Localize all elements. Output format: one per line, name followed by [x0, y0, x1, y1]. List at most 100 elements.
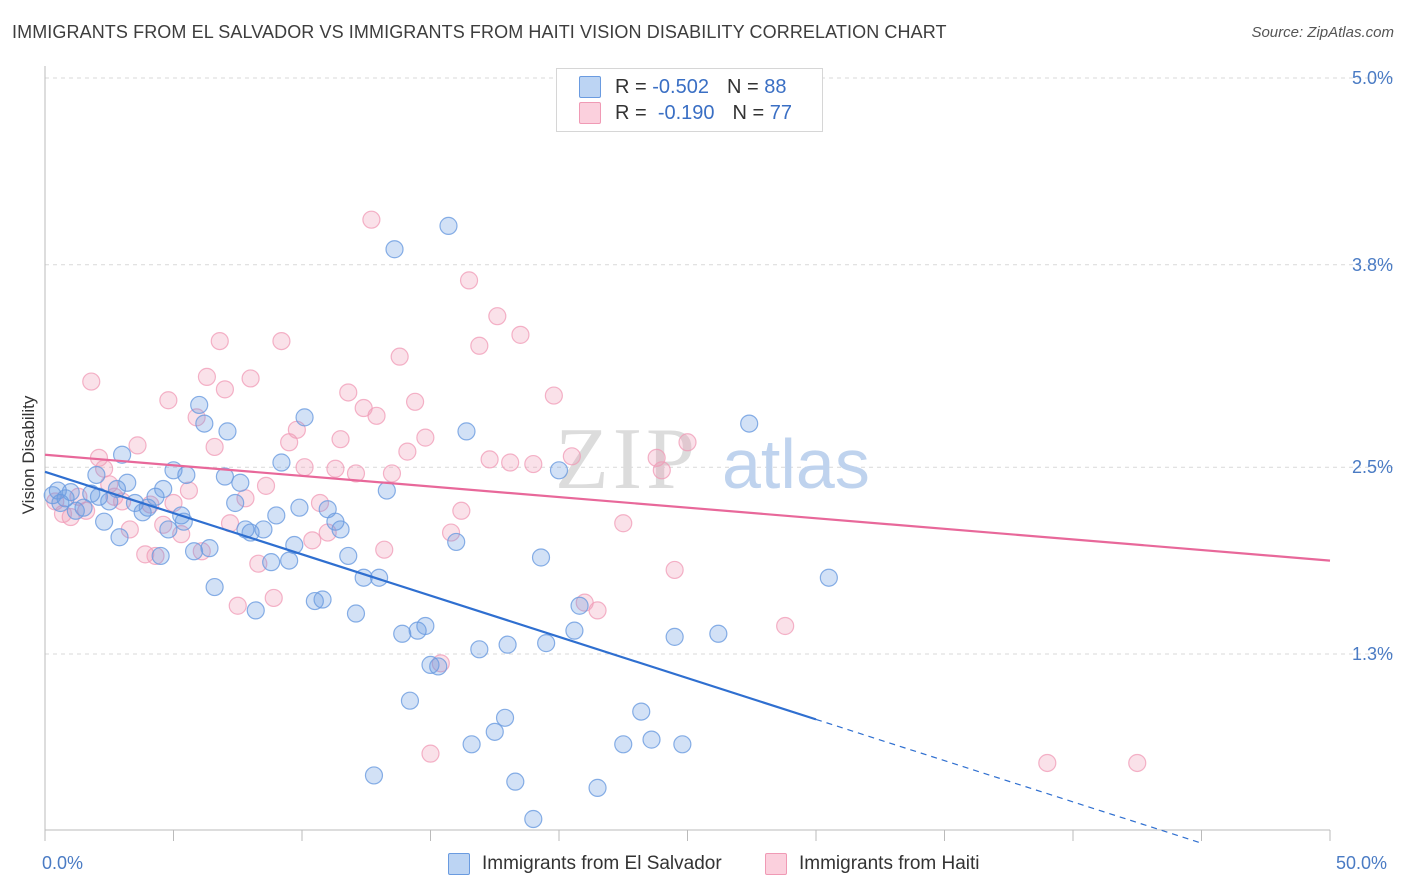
bottom-legend-swatch-el-salvador — [448, 853, 470, 875]
el-salvador-point — [740, 414, 759, 433]
y-tick-labels: 1.3% 2.5% 3.8% 5.0% — [1352, 68, 1393, 664]
el-salvador-point — [331, 520, 350, 539]
el-salvador-point — [218, 422, 237, 441]
el-salvador-point — [313, 590, 332, 609]
el-salvador-point — [231, 473, 250, 492]
haiti-point — [416, 428, 435, 447]
el-salvador-point — [285, 535, 304, 555]
haiti-point — [256, 476, 276, 495]
legend-row-el-salvador: R = -0.502 N = 88 — [579, 74, 786, 100]
el-salvador-trendline-extension — [815, 718, 1202, 844]
haiti-point — [77, 501, 96, 520]
el-salvador-point — [531, 548, 551, 567]
haiti-point — [441, 523, 461, 542]
el-salvador-point — [61, 482, 80, 502]
haiti-point — [390, 347, 409, 366]
el-salvador-point — [447, 532, 466, 552]
bottom-legend-label-el-salvador: Immigrants from El Salvador — [482, 853, 722, 874]
legend-r-label: R = — [615, 101, 647, 124]
el-salvador-point — [524, 809, 543, 829]
haiti-point — [303, 531, 322, 550]
haiti-point — [82, 372, 101, 391]
el-salvador-point — [416, 616, 435, 636]
haiti-point — [159, 391, 178, 410]
el-salvador-point — [673, 735, 692, 754]
el-salvador-point — [190, 395, 209, 415]
el-salvador-point — [549, 461, 569, 480]
haiti-point — [295, 458, 314, 477]
el-salvador-point — [370, 568, 389, 587]
el-salvador-point — [159, 520, 178, 539]
bottom-legend-swatch-haiti — [765, 853, 787, 875]
el-salvador-point — [665, 627, 684, 646]
haiti-point — [501, 453, 520, 472]
legend-row-haiti: R = -0.190 N = 77 — [579, 100, 792, 126]
el-salvador-point — [346, 604, 366, 623]
haiti-point — [197, 367, 217, 386]
haiti-point — [179, 481, 199, 500]
legend-swatch-el-salvador — [579, 76, 601, 98]
haiti-point — [652, 461, 671, 480]
el-salvador-point — [470, 640, 489, 659]
legend-n-label: N = — [732, 101, 765, 124]
haiti-point — [272, 331, 291, 351]
el-salvador-point — [262, 553, 281, 572]
el-salvador-point — [457, 422, 476, 441]
y-tick-label: 3.8% — [1352, 255, 1393, 275]
haiti-point — [588, 601, 607, 620]
haiti-point — [1128, 753, 1147, 773]
el-salvador-point — [290, 498, 309, 517]
el-salvador-point — [565, 621, 584, 640]
watermark-zip: ZIP — [555, 411, 699, 508]
el-salvador-point — [339, 546, 358, 566]
axes — [44, 66, 1331, 841]
haiti-point — [524, 454, 543, 474]
y-tick-label: 1.3% — [1352, 644, 1393, 664]
haiti-point — [544, 386, 563, 405]
el-salvador-point — [305, 591, 324, 611]
legend-n-value-el-salvador: 88 — [764, 75, 787, 98]
el-salvador-point — [184, 542, 204, 561]
el-salvador-point — [74, 498, 93, 517]
haiti-point — [331, 430, 350, 449]
x-tick-label-min: 0.0% — [42, 853, 83, 873]
el-salvador-point — [195, 414, 214, 433]
bottom-legend-el-salvador: Immigrants from El Salvador — [448, 851, 722, 877]
haiti-point — [470, 336, 489, 355]
haiti-point — [614, 514, 633, 533]
haiti-point — [382, 464, 402, 483]
haiti-point — [228, 596, 247, 615]
y-tick-label: 5.0% — [1352, 68, 1393, 88]
el-salvador-point — [421, 655, 440, 674]
haiti-point — [480, 450, 499, 469]
watermark: ZIP atlas — [555, 411, 870, 508]
haiti-point — [421, 744, 440, 763]
el-salvador-point — [254, 520, 273, 539]
legend-r-value-haiti: -0.190 — [657, 101, 715, 124]
el-salvador-point — [110, 528, 129, 547]
legend-n-label: N = — [726, 75, 759, 98]
haiti-point — [146, 546, 165, 566]
haiti-point — [452, 501, 471, 520]
el-salvador-point — [400, 691, 420, 710]
el-salvador-point — [364, 766, 384, 785]
el-salvador-point — [295, 408, 314, 427]
gridlines — [45, 77, 1395, 655]
el-salvador-point — [151, 546, 170, 566]
el-salvador-point — [485, 722, 504, 741]
haiti-point — [405, 392, 425, 411]
el-salvador-point — [146, 487, 165, 506]
el-salvador-point — [246, 601, 265, 620]
legend-r-label: R = — [615, 75, 647, 98]
haiti-point — [128, 436, 147, 455]
haiti-point — [362, 210, 381, 229]
el-salvador-point — [506, 772, 525, 791]
el-salvador-point — [570, 596, 589, 615]
haiti-point — [375, 540, 394, 559]
haiti-trendline — [44, 453, 1331, 562]
haiti-point — [367, 406, 386, 425]
chart-title: IMMIGRANTS FROM EL SALVADOR VS IMMIGRANT… — [12, 22, 947, 42]
el-salvador-point — [642, 730, 661, 749]
haiti-point — [326, 459, 345, 478]
